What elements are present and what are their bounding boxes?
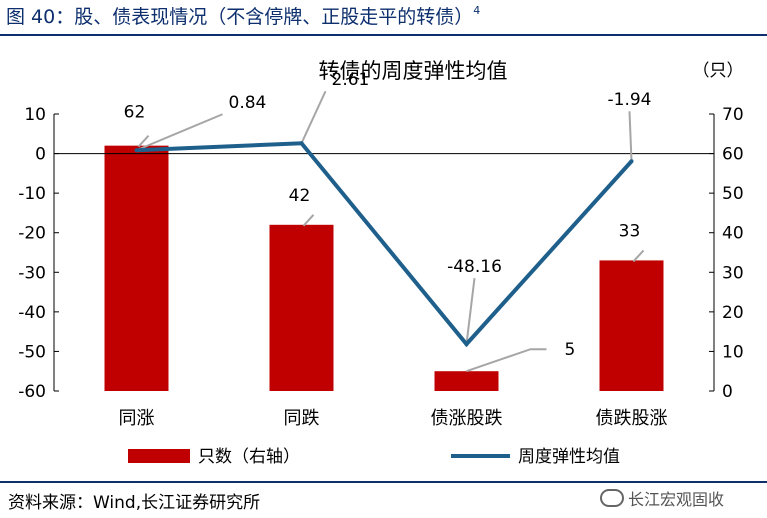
line-label-leader	[300, 90, 327, 144]
watermark: 长江宏观固收	[600, 486, 724, 510]
right-axis-unit: （只）	[693, 61, 744, 81]
left-tick-label: -20	[18, 224, 46, 244]
right-tick-label: 70	[722, 105, 744, 125]
left-tick-label: -30	[18, 263, 46, 283]
source-note: 资料来源：Wind,长江证券研究所	[8, 493, 261, 513]
top-rule	[0, 34, 767, 36]
figure-title-text: 图 40：股、债表现情况（不含停牌、正股走平的转债）	[6, 6, 474, 28]
line-point	[134, 148, 139, 153]
line-label-leader	[465, 278, 476, 345]
bar-label-leader	[302, 214, 315, 227]
line-point	[629, 159, 634, 164]
bar-3	[434, 371, 499, 391]
right-tick-label: 0	[722, 382, 733, 402]
line-point	[464, 342, 469, 347]
x-category-label: 同涨	[119, 408, 155, 429]
right-tick-label: 10	[722, 342, 744, 362]
bar-label-leader	[137, 134, 150, 148]
legend: 只数（右轴） 周度弹性均值	[128, 447, 620, 467]
x-category-label: 债涨股跌	[431, 408, 503, 429]
line-label-leader	[628, 111, 633, 162]
wechat-icon	[600, 489, 624, 507]
line-value-label: -1.94	[608, 90, 652, 110]
axes: -60 -50 -40 -30 -20 -10 0 10 0 10 20 30 40 50 60 70 同涨 同跌…	[18, 105, 743, 429]
bar-value-label: 62	[124, 103, 146, 123]
right-tick-label: 50	[722, 184, 744, 204]
chart-title: 转债的周度弹性均值	[319, 59, 508, 83]
bar-2	[269, 224, 334, 391]
line-value-label: 0.84	[229, 93, 267, 113]
left-tick-label: -40	[18, 303, 46, 323]
line-label-leader	[136, 113, 223, 152]
right-tick-label: 30	[722, 263, 744, 283]
line-point	[299, 141, 304, 146]
right-tick-label: 40	[722, 224, 744, 244]
bar-4	[599, 260, 664, 391]
bar-label-leader	[632, 249, 645, 263]
x-category-label: 债跌股涨	[596, 408, 668, 429]
data-labels: 62 42 5 33 0.84 2.61 -48.16 -1.94	[124, 70, 652, 360]
legend-bar-label: 只数（右轴）	[198, 447, 300, 467]
legend-bar-swatch	[128, 449, 190, 463]
figure-title: 图 40：股、债表现情况（不含停牌、正股走平的转债）4	[6, 2, 480, 29]
bottom-rule	[0, 481, 767, 483]
label-leaders	[136, 90, 645, 373]
bar-label-leader	[466, 348, 547, 373]
watermark-text: 长江宏观固收	[628, 490, 725, 509]
left-tick-label: -50	[18, 342, 46, 362]
figure-note-marker: 4	[473, 4, 481, 17]
x-category-label: 同跌	[284, 408, 320, 429]
chart: 转债的周度弹性均值 （只） -60 -50 -40 -30 -20 -10 0 10 0 10 20…	[18, 59, 744, 467]
line-value-label: 2.61	[332, 70, 370, 90]
left-tick-label: 0	[35, 145, 46, 165]
legend-line-label: 周度弹性均值	[518, 447, 620, 467]
bar-value-label: 5	[565, 340, 576, 360]
left-tick-label: -60	[18, 382, 46, 402]
bar-series	[104, 145, 664, 391]
left-tick-label: 10	[24, 105, 46, 125]
bar-1	[104, 145, 169, 391]
left-tick-label: -10	[18, 184, 46, 204]
right-tick-label: 60	[722, 145, 744, 165]
bar-value-label: 42	[289, 186, 311, 206]
bar-value-label: 33	[619, 221, 641, 241]
line-path	[136, 141, 633, 348]
line-series	[134, 141, 634, 348]
right-tick-label: 20	[722, 303, 744, 323]
line-value-label: -48.16	[447, 257, 502, 277]
